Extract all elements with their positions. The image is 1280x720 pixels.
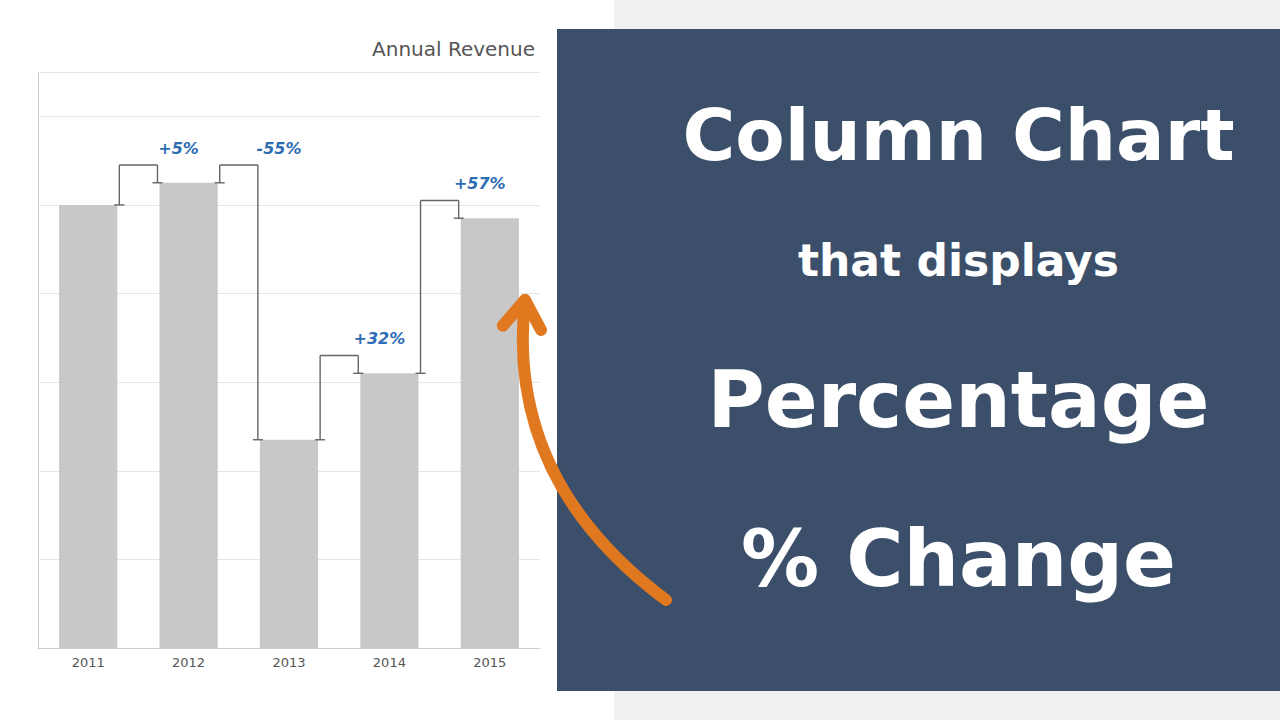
svg-text:+32%: +32% [354, 329, 406, 348]
svg-text:Column Chart: Column Chart [682, 93, 1234, 177]
svg-text:Percentage: Percentage [708, 355, 1210, 445]
svg-text:2012: 2012 [172, 655, 205, 670]
svg-text:+57%: +57% [454, 174, 506, 193]
svg-text:2014: 2014 [373, 655, 406, 670]
svg-text:2011: 2011 [72, 655, 105, 670]
svg-text:-55%: -55% [256, 139, 301, 158]
svg-text:2013: 2013 [272, 655, 305, 670]
svg-text:Annual Revenue: Annual Revenue [372, 37, 535, 61]
svg-text:2015: 2015 [473, 655, 506, 670]
svg-text:that displays: that displays [798, 235, 1119, 286]
svg-text:+5%: +5% [158, 139, 199, 158]
svg-text:% Change: % Change [741, 514, 1176, 604]
